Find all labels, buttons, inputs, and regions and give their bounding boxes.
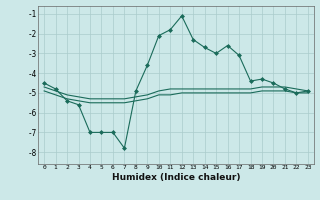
X-axis label: Humidex (Indice chaleur): Humidex (Indice chaleur) xyxy=(112,173,240,182)
